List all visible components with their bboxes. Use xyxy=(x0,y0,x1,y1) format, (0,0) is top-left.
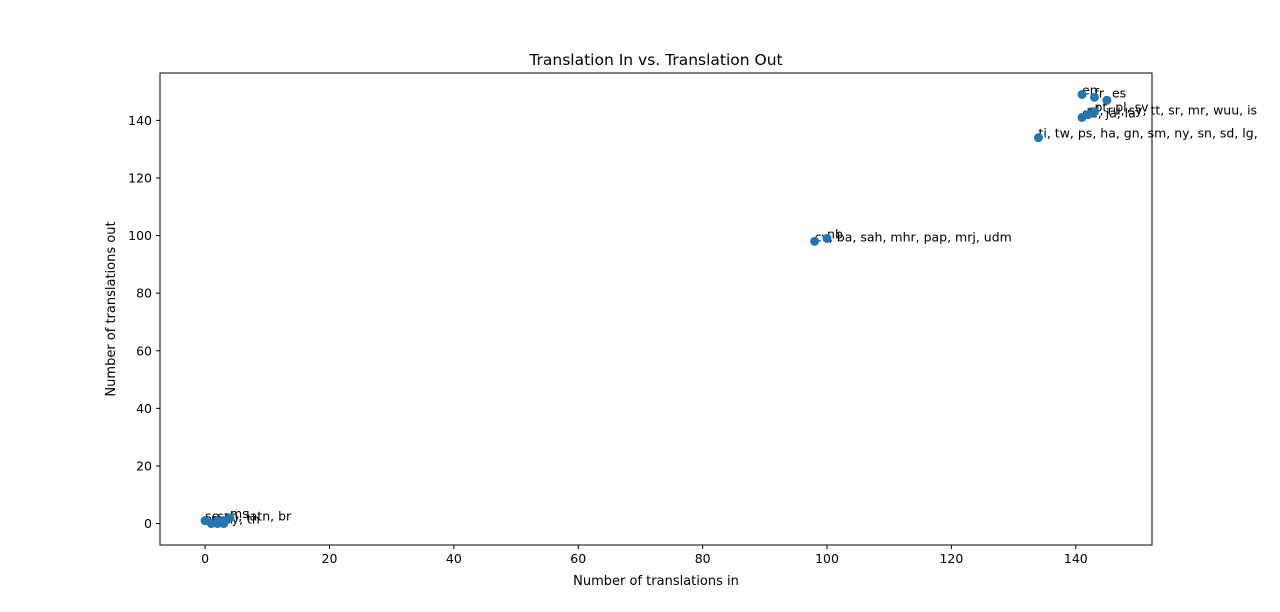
x-tick-label: 20 xyxy=(322,551,338,566)
x-tick-label: 40 xyxy=(446,551,462,566)
data-point xyxy=(822,233,832,243)
point-label: fr, es xyxy=(1094,85,1126,100)
x-tick-label: 60 xyxy=(570,551,586,566)
x-tick-label: 120 xyxy=(939,551,963,566)
y-tick-label: 140 xyxy=(128,113,152,128)
x-tick-label: 0 xyxy=(201,551,209,566)
data-point xyxy=(225,513,235,523)
point-label: ms xyxy=(230,506,249,521)
point-label: cv, ba, sah, mhr, pap, mrj, udm xyxy=(815,229,1012,244)
y-tick-label: 80 xyxy=(136,286,152,301)
y-axis-label: Number of translations out xyxy=(104,221,119,396)
data-point xyxy=(1077,89,1087,99)
data-point xyxy=(1102,95,1112,105)
data-point xyxy=(1033,133,1043,143)
point-label: zh, latn, br xyxy=(224,509,292,524)
y-tick-label: 40 xyxy=(136,401,152,416)
y-tick-label: 20 xyxy=(136,458,152,473)
plot-frame xyxy=(159,72,1153,546)
x-axis-label: Number of translations in xyxy=(573,574,739,589)
point-label: nl, ru, sy, tt, sr, mr, wuu, is xyxy=(1088,103,1257,118)
point-label: ti, tw, ps, ha, gn, sm, ny, sn, sd, lg, xyxy=(1038,126,1257,141)
x-tick-label: 140 xyxy=(1064,551,1088,566)
y-tick-label: 100 xyxy=(128,228,152,243)
y-tick-label: 60 xyxy=(136,343,152,358)
data-point xyxy=(1089,92,1099,102)
chart-title: Translation In vs. Translation Out xyxy=(528,51,782,69)
y-tick-label: 0 xyxy=(144,516,152,531)
data-point xyxy=(810,236,820,246)
x-tick-label: 80 xyxy=(695,551,711,566)
data-point xyxy=(1077,112,1087,122)
x-tick-label: 100 xyxy=(815,551,839,566)
y-tick-label: 120 xyxy=(128,170,152,185)
